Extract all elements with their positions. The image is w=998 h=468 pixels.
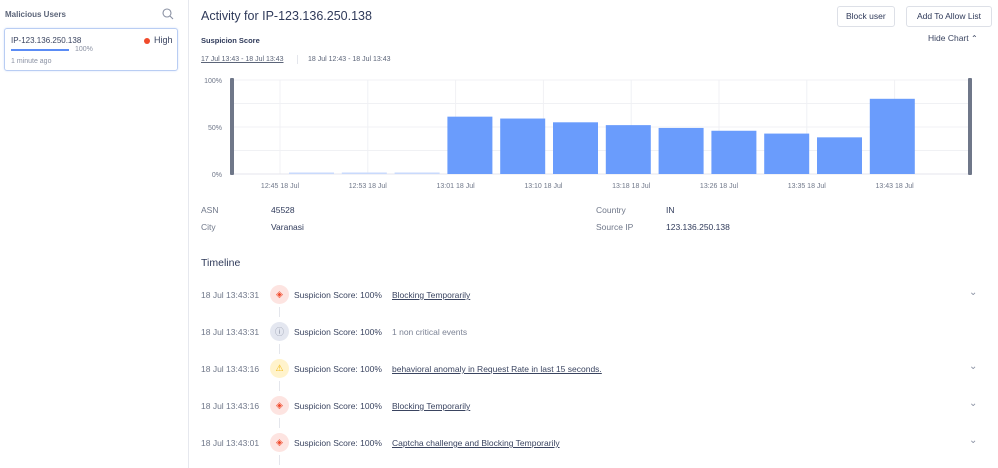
event-description[interactable]: Blocking Temporarily (392, 290, 471, 300)
source-ip-value: 123.136.250.138 (666, 222, 730, 232)
asn-label: ASN (201, 205, 219, 215)
event-description[interactable]: Blocking Temporarily (392, 401, 471, 411)
range-divider (297, 55, 298, 64)
timeline-connector (279, 307, 280, 317)
x-tick-label: 13:18 18 Jul (612, 183, 651, 190)
chevron-down-icon[interactable]: ⌄ (969, 435, 978, 446)
warning-icon: ⚠ (270, 359, 289, 378)
city-value: Varanasi (271, 222, 304, 232)
city-label: City (201, 222, 216, 232)
bar (869, 98, 915, 174)
timeline-row[interactable]: 18 Jul 13:43:16 ⚠ Suspicion Score: 100% … (201, 359, 991, 379)
y-tick-label: 0% (212, 172, 222, 179)
timeline-row[interactable]: 18 Jul 13:43:16 ◈ Suspicion Score: 100% … (201, 396, 991, 416)
chart-title: Suspicion Score (201, 36, 260, 45)
x-tick-label: 12:45 18 Jul (261, 183, 300, 190)
bar (289, 172, 334, 174)
bar (817, 137, 862, 174)
event-description[interactable]: Captcha challenge and Blocking Temporari… (392, 438, 560, 448)
bar (711, 130, 757, 174)
event-score: Suspicion Score: 100% (294, 401, 382, 411)
brush-handle-left[interactable] (230, 78, 234, 175)
chevron-down-icon[interactable]: ⌄ (969, 398, 978, 409)
country-label: Country (596, 205, 626, 215)
event-time: 18 Jul 13:43:16 (201, 401, 260, 411)
last-seen: 1 minute ago (11, 58, 52, 65)
timeline-row[interactable]: 18 Jul 13:43:01 ◈ Suspicion Score: 100% … (201, 433, 991, 453)
bar (658, 127, 704, 174)
hide-chart-button[interactable]: Hide Chart ⌃ (928, 33, 978, 43)
bar (394, 172, 440, 174)
timeline-connector (279, 344, 280, 354)
bar (447, 116, 493, 174)
add-to-allow-list-button[interactable]: Add To Allow List (906, 6, 992, 27)
timeline-title: Timeline (201, 257, 241, 269)
x-tick-label: 13:26 18 Jul (700, 183, 739, 190)
range-option-24h[interactable]: 17 Jul 13:43 - 18 Jul 13:43 (201, 56, 284, 63)
y-tick-label: 50% (208, 125, 222, 132)
x-tick-label: 13:43 18 Jul (876, 183, 915, 190)
asn-value: 45528 (271, 205, 295, 215)
search-icon[interactable] (162, 8, 174, 20)
brush-handle-right[interactable] (968, 78, 972, 175)
event-time: 18 Jul 13:43:16 (201, 364, 260, 374)
main-panel: Activity for IP-123.136.250.138 Block us… (201, 0, 998, 468)
score-percent: 100% (75, 46, 93, 53)
timeline-connector (279, 381, 280, 391)
event-description[interactable]: behavioral anomaly in Request Rate in la… (392, 364, 602, 374)
range-option-1h[interactable]: 18 Jul 12:43 - 18 Jul 13:43 (308, 56, 391, 63)
sidebar-title: Malicious Users (5, 10, 66, 19)
chevron-up-icon: ⌃ (971, 34, 978, 43)
event-time: 18 Jul 13:43:31 (201, 290, 260, 300)
event-time: 18 Jul 13:43:01 (201, 438, 260, 448)
event-score: Suspicion Score: 100% (294, 364, 382, 374)
severity-label: High (154, 35, 173, 45)
y-tick-label: 100% (204, 78, 222, 85)
hide-chart-label: Hide Chart (928, 33, 969, 43)
event-score: Suspicion Score: 100% (294, 438, 382, 448)
page-title: Activity for IP-123.136.250.138 (201, 9, 372, 23)
bar (341, 172, 387, 174)
sidebar: Malicious Users IP-123.136.250.138 High … (0, 0, 189, 468)
score-bar (11, 49, 69, 51)
timeline-connector (279, 418, 280, 428)
bar (764, 133, 810, 174)
x-tick-label: 13:35 18 Jul (788, 183, 827, 190)
timeline-row[interactable]: 18 Jul 13:43:31 ◈ Suspicion Score: 100% … (201, 285, 991, 305)
timeline-row: 18 Jul 13:43:31 ⓘ Suspicion Score: 100% … (201, 322, 991, 342)
suspicion-chart: 12:45 18 Jul 12:53 18 Jul 13:01 18 Jul 13:1… (204, 78, 972, 190)
x-tick-label: 13:10 18 Jul (524, 183, 563, 190)
bar (553, 122, 598, 174)
country-value: IN (666, 205, 675, 215)
severity-dot-icon (144, 38, 150, 44)
chevron-down-icon[interactable]: ⌄ (969, 361, 978, 372)
user-card[interactable]: IP-123.136.250.138 High 100% 1 minute ag… (4, 28, 178, 71)
block-icon: ◈ (270, 433, 289, 452)
bar (605, 125, 651, 174)
block-icon: ◈ (270, 396, 289, 415)
info-icon: ⓘ (270, 322, 289, 341)
block-icon: ◈ (270, 285, 289, 304)
event-time: 18 Jul 13:43:31 (201, 327, 260, 337)
event-score: Suspicion Score: 100% (294, 290, 382, 300)
bar (500, 118, 546, 174)
event-description: 1 non critical events (392, 327, 468, 337)
block-user-button[interactable]: Block user (837, 6, 895, 27)
x-tick-label: 12:53 18 Jul (349, 183, 388, 190)
chevron-down-icon[interactable]: ⌄ (969, 287, 978, 298)
event-score: Suspicion Score: 100% (294, 327, 382, 337)
x-tick-label: 13:01 18 Jul (437, 183, 476, 190)
source-ip-label: Source IP (596, 222, 634, 232)
user-ip: IP-123.136.250.138 (11, 36, 82, 45)
timeline-connector (279, 455, 280, 465)
